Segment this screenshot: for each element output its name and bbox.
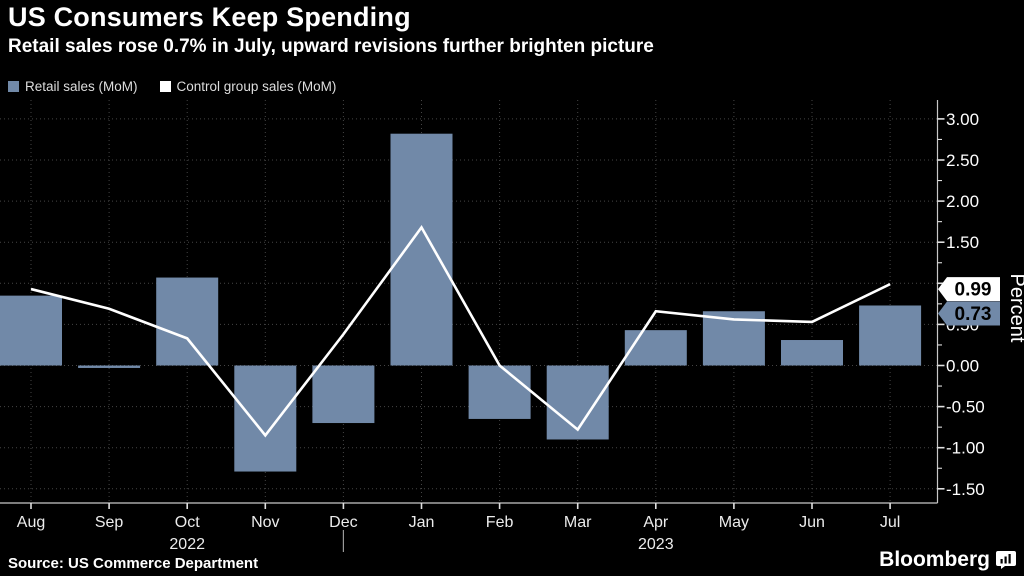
- end-value-badge-label: 0.73: [955, 304, 992, 325]
- bloomberg-terminal-icon: [996, 551, 1016, 569]
- bar-feb: [468, 365, 531, 419]
- x-label-nov: Nov: [251, 514, 279, 531]
- end-value-badge-0.99: [938, 277, 1000, 302]
- legend-label-retail-sales: Retail sales (MoM): [25, 79, 138, 94]
- bar-jul: [859, 305, 922, 366]
- legend-label-control-group: Control group sales (MoM): [176, 79, 337, 94]
- x-label-mar: Mar: [564, 514, 592, 531]
- x-label-feb: Feb: [486, 514, 514, 531]
- bloomberg-logo: Bloomberg: [879, 548, 1016, 572]
- x-label-may: May: [719, 514, 749, 531]
- x-label-jul: Jul: [880, 514, 900, 531]
- control-group-line: [30, 225, 891, 438]
- bar-oct: [156, 277, 219, 366]
- x-label-apr: Apr: [643, 514, 669, 531]
- control-group-swatch-icon: [159, 81, 171, 92]
- x-label-oct: Oct: [175, 514, 200, 531]
- year-label-2023: 2023: [638, 536, 674, 553]
- bar-apr: [624, 330, 687, 366]
- x-label-dec: Dec: [329, 514, 357, 531]
- x-label-sep: Sep: [95, 514, 124, 531]
- y-tick-label: -0.50: [946, 398, 985, 417]
- bloomberg-logo-text: Bloomberg: [879, 548, 990, 571]
- x-label-aug: Aug: [17, 514, 45, 531]
- x-label-jun: Jun: [799, 514, 825, 531]
- legend-item-control-group: Control group sales (MoM): [159, 79, 337, 94]
- y-tick-label: -1.00: [946, 439, 985, 458]
- bar-sep: [78, 365, 141, 368]
- retail-sales-swatch-icon: [8, 81, 19, 92]
- x-label-jan: Jan: [409, 514, 435, 531]
- y-tick-label: 0.00: [946, 357, 979, 376]
- bar-aug: [0, 295, 62, 366]
- bar-jan: [390, 133, 453, 366]
- y-tick-label: 2.00: [946, 192, 979, 211]
- page-subtitle: Retail sales rose 0.7% in July, upward r…: [8, 36, 654, 57]
- page-title: US Consumers Keep Spending: [8, 2, 411, 32]
- y-tick-label: 2.50: [946, 151, 979, 170]
- end-value-badge-label: 0.99: [955, 280, 992, 301]
- bar-jun: [781, 340, 843, 366]
- end-value-badge-0.73: [938, 301, 1000, 326]
- bar-nov: [234, 365, 297, 472]
- legend-item-retail-sales: Retail sales (MoM): [8, 79, 138, 94]
- y-tick-label: 3.00: [946, 110, 979, 129]
- y-axis-title: Percent: [1006, 274, 1024, 343]
- y-tick-label: -1.50: [946, 480, 985, 499]
- y-tick-label: 1.50: [946, 233, 979, 252]
- year-label-2022: 2022: [169, 536, 205, 553]
- bar-mar: [546, 365, 609, 440]
- source-note: Source: US Commerce Department: [8, 555, 259, 572]
- bar-dec: [312, 365, 375, 424]
- legend: Retail sales (MoM) Control group sales (…: [8, 79, 336, 94]
